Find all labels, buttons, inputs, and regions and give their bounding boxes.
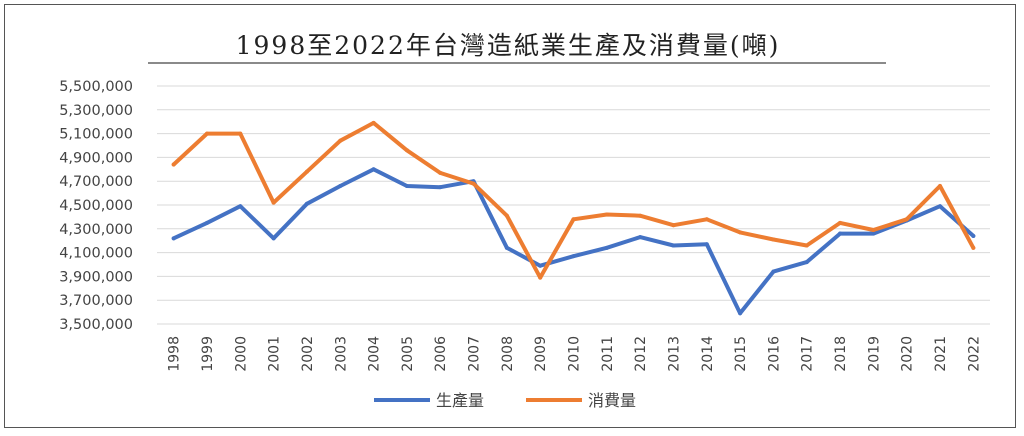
data-point-series-1 <box>171 162 176 167</box>
legend: 生產量 消費量 <box>374 391 636 410</box>
data-point-series-0 <box>771 269 776 274</box>
y-tick-label: 5,100,000 <box>59 127 133 143</box>
x-tick-label: 2007 <box>467 336 483 372</box>
data-point-series-1 <box>304 169 309 174</box>
data-point-series-0 <box>504 245 509 250</box>
data-point-series-1 <box>604 212 609 217</box>
y-tick-label: 5,300,000 <box>59 103 133 119</box>
x-tick-label: 2008 <box>500 336 516 372</box>
data-point-series-0 <box>938 204 943 209</box>
y-tick-label: 3,700,000 <box>59 293 133 309</box>
x-tick-label: 2013 <box>666 336 682 372</box>
data-point-series-0 <box>538 263 543 268</box>
series-lines <box>171 120 976 316</box>
x-tick-label: 2009 <box>533 336 549 372</box>
data-point-series-1 <box>371 120 376 125</box>
x-tick-label: 2000 <box>233 336 249 372</box>
data-point-series-0 <box>438 185 443 190</box>
x-tick-label: 2022 <box>966 336 982 372</box>
x-tick-label: 2006 <box>433 336 449 372</box>
data-point-series-1 <box>671 223 676 228</box>
data-point-series-0 <box>171 236 176 241</box>
x-tick-label: 2021 <box>933 336 949 372</box>
data-point-series-1 <box>571 217 576 222</box>
y-tick-label: 3,900,000 <box>59 269 133 285</box>
y-tick-label: 4,500,000 <box>59 198 133 214</box>
y-tick-label: 4,700,000 <box>59 174 133 190</box>
x-tick-label: 2015 <box>733 336 749 372</box>
data-point-series-1 <box>438 170 443 175</box>
chart-title: 1998至2022年台灣造紙業生產及消費量(噸) <box>236 31 781 60</box>
y-tick-label: 3,500,000 <box>59 317 133 333</box>
data-point-series-0 <box>871 231 876 236</box>
data-point-series-0 <box>638 235 643 240</box>
data-point-series-1 <box>871 227 876 232</box>
data-point-series-1 <box>471 181 476 186</box>
data-point-series-1 <box>538 275 543 280</box>
data-point-series-1 <box>804 243 809 248</box>
series-line-0 <box>171 167 976 316</box>
x-tick-label: 2018 <box>833 336 849 372</box>
y-axis-ticks: 3,500,000 3,700,000 3,900,000 4,100,000 4,30… <box>59 79 133 333</box>
data-point-series-1 <box>338 138 343 143</box>
x-tick-label: 2005 <box>400 336 416 372</box>
data-point-series-0 <box>304 201 309 206</box>
data-point-series-1 <box>504 213 509 218</box>
y-tick-label: 5,500,000 <box>59 79 133 95</box>
data-point-series-1 <box>971 245 976 250</box>
x-axis-ticks: 1998 1999 2000 2001 2002 2003 2004 2005 2006 2007… <box>167 336 983 372</box>
data-point-series-0 <box>704 242 709 247</box>
x-tick-label: 2012 <box>633 336 649 372</box>
data-point-series-1 <box>838 220 843 225</box>
legend-label-0: 生產量 <box>436 391 484 410</box>
x-tick-label: 2020 <box>900 336 916 372</box>
x-tick-label: 2014 <box>700 336 716 372</box>
data-point-series-0 <box>671 243 676 248</box>
data-point-series-0 <box>338 183 343 188</box>
x-tick-label: 1998 <box>167 336 183 372</box>
data-point-series-0 <box>204 220 209 225</box>
data-point-series-1 <box>704 217 709 222</box>
data-point-series-1 <box>771 237 776 242</box>
data-point-series-0 <box>604 245 609 250</box>
y-tick-label: 4,100,000 <box>59 246 133 262</box>
data-point-series-0 <box>804 260 809 265</box>
data-point-series-1 <box>404 148 409 153</box>
data-point-series-0 <box>238 204 243 209</box>
x-tick-label: 2011 <box>600 336 616 372</box>
data-point-series-0 <box>738 311 743 316</box>
x-tick-label: 2001 <box>267 336 283 372</box>
legend-label-1: 消費量 <box>588 391 636 410</box>
gridlines <box>157 85 990 325</box>
data-point-series-0 <box>271 236 276 241</box>
data-point-series-1 <box>204 131 209 136</box>
x-tick-label: 2002 <box>300 336 316 372</box>
data-point-series-0 <box>971 233 976 238</box>
data-point-series-0 <box>371 167 376 172</box>
x-tick-label: 2019 <box>866 336 882 372</box>
data-point-series-1 <box>738 230 743 235</box>
y-tick-label: 4,300,000 <box>59 222 133 238</box>
data-point-series-1 <box>904 217 909 222</box>
data-point-series-0 <box>838 231 843 236</box>
x-tick-label: 2016 <box>766 336 782 372</box>
data-point-series-0 <box>571 254 576 259</box>
x-tick-label: 2010 <box>567 336 583 372</box>
x-tick-label: 2017 <box>800 336 816 372</box>
chart-title-group: 1998至2022年台灣造紙業生產及消費量(噸) <box>148 31 886 64</box>
data-point-series-1 <box>271 200 276 205</box>
x-tick-label: 2004 <box>367 336 383 372</box>
data-point-series-1 <box>938 183 943 188</box>
chart-frame <box>4 4 1016 428</box>
x-tick-label: 2003 <box>333 336 349 372</box>
x-tick-label: 1999 <box>200 336 216 372</box>
data-point-series-0 <box>404 183 409 188</box>
data-point-series-1 <box>238 131 243 136</box>
y-tick-label: 4,900,000 <box>59 150 133 166</box>
data-point-series-1 <box>638 213 643 218</box>
